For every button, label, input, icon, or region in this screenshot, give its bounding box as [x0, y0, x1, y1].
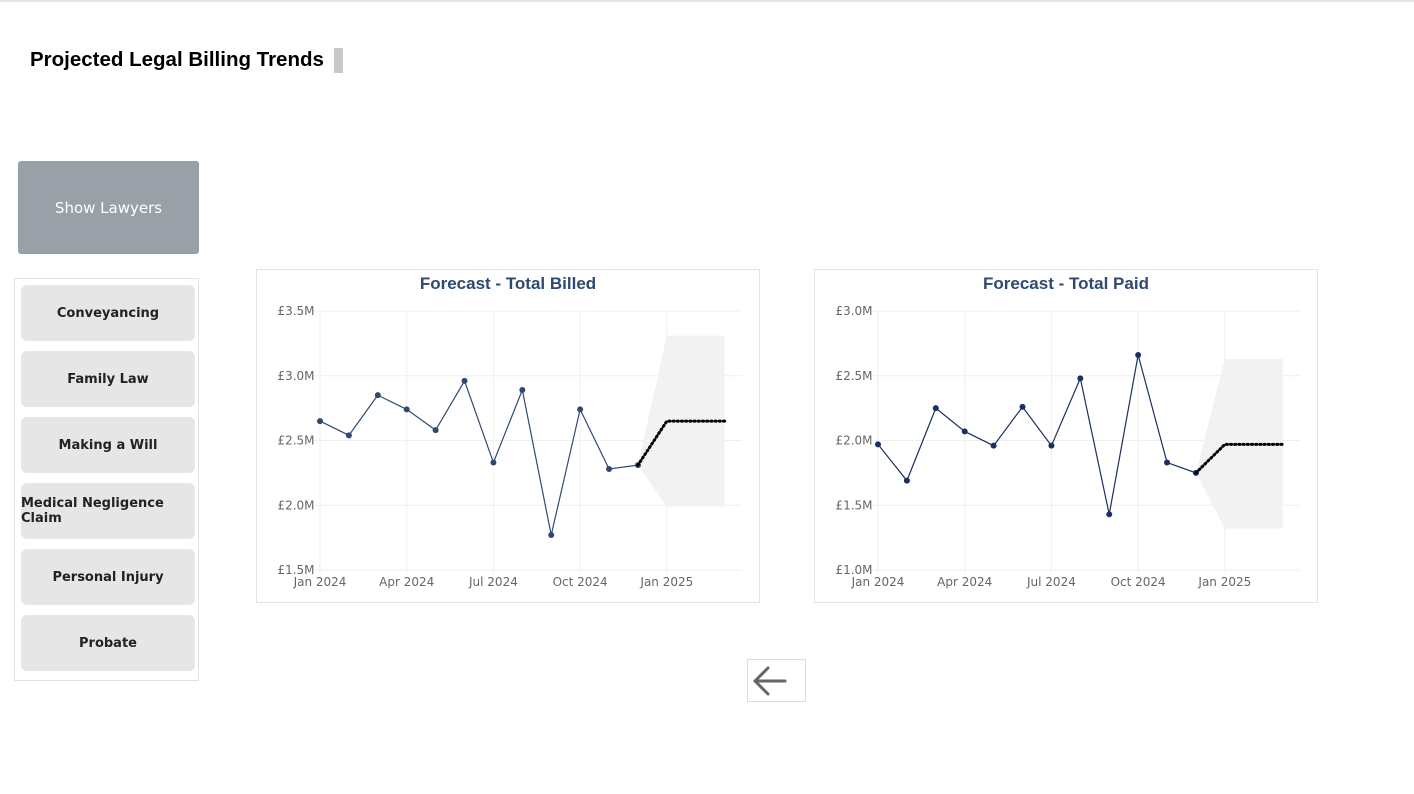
data-point [990, 442, 997, 449]
data-point [1106, 511, 1113, 518]
data-point [875, 441, 881, 448]
text-cursor-marker [334, 48, 343, 73]
data-point [490, 459, 497, 466]
y-tick-label: £1.5M [835, 498, 872, 512]
data-point [519, 386, 526, 393]
data-point [432, 427, 439, 434]
x-tick-label: Oct 2024 [1111, 575, 1166, 589]
data-point [1048, 442, 1055, 449]
chart-title: Forecast - Total Billed [420, 274, 596, 293]
slicer-item-family-law[interactable]: Family Law [21, 351, 195, 407]
data-point [374, 392, 381, 399]
top-border [0, 0, 1414, 2]
data-point [403, 406, 410, 413]
x-tick-label: Jan 2024 [851, 575, 905, 589]
y-tick-label: £3.0M [277, 369, 314, 383]
x-tick-label: Jan 2024 [293, 575, 347, 589]
data-point [1019, 403, 1026, 410]
back-button[interactable] [747, 659, 806, 702]
slicer-item-conveyancing[interactable]: Conveyancing [21, 285, 195, 341]
chart-svg-total-billed: Forecast - Total Billed £1.5M £2.0M £2.5M £3… [277, 274, 742, 589]
series-line-actual [319, 379, 639, 536]
series-line-actual [877, 354, 1197, 515]
practice-area-slicer: Conveyancing Family Law Making a Will Me… [14, 278, 199, 681]
x-tick-label: Jan 2025 [1197, 575, 1251, 589]
data-point [345, 432, 352, 439]
data-point [606, 465, 613, 472]
y-tick-label: £3.0M [835, 304, 872, 318]
slicer-item-medical-negligence[interactable]: Medical Negligence Claim [21, 483, 195, 539]
slicer-item-personal-injury[interactable]: Personal Injury [21, 549, 195, 605]
data-point [1077, 375, 1084, 382]
y-tick-label: £2.5M [835, 369, 872, 383]
data-point [548, 532, 555, 539]
series-line-forecast [1194, 442, 1285, 475]
page-title: Projected Legal Billing Trends [30, 48, 324, 71]
data-point [903, 477, 910, 484]
x-tick-label: Oct 2024 [553, 575, 608, 589]
x-tick-label: Apr 2024 [937, 575, 992, 589]
x-tick-label: Apr 2024 [379, 575, 434, 589]
slicer-item-making-a-will[interactable]: Making a Will [21, 417, 195, 473]
y-tick-label: £2.0M [835, 434, 872, 448]
x-tick-label: Jan 2025 [639, 575, 693, 589]
y-tick-label: £1.5M [277, 563, 314, 577]
chart-total-paid: Forecast - Total Paid £1.0M £1.5M £2.0M £2.5… [814, 269, 1318, 603]
chart-total-billed: Forecast - Total Billed £1.5M £2.0M £2.5M £3… [256, 269, 760, 603]
data-point [461, 377, 468, 384]
y-tick-label: £1.0M [835, 563, 872, 577]
x-tick-label: Jul 2024 [1026, 575, 1076, 589]
slicer-item-probate[interactable]: Probate [21, 615, 195, 671]
chart-title: Forecast - Total Paid [983, 274, 1149, 293]
series-line-forecast [636, 419, 727, 467]
data-point [1164, 459, 1171, 466]
chart-svg-total-paid: Forecast - Total Paid £1.0M £1.5M £2.0M £2.5… [835, 274, 1300, 589]
data-point [577, 406, 584, 413]
data-point [1135, 352, 1142, 359]
y-tick-label: £2.5M [277, 434, 314, 448]
data-point [961, 428, 968, 435]
y-tick-label: £2.0M [277, 498, 314, 512]
show-lawyers-button[interactable]: Show Lawyers [18, 161, 199, 254]
x-tick-label: Jul 2024 [468, 575, 518, 589]
arrow-left-icon [753, 666, 787, 696]
data-point [932, 405, 939, 412]
data-point [317, 418, 323, 425]
y-tick-label: £3.5M [277, 304, 314, 318]
